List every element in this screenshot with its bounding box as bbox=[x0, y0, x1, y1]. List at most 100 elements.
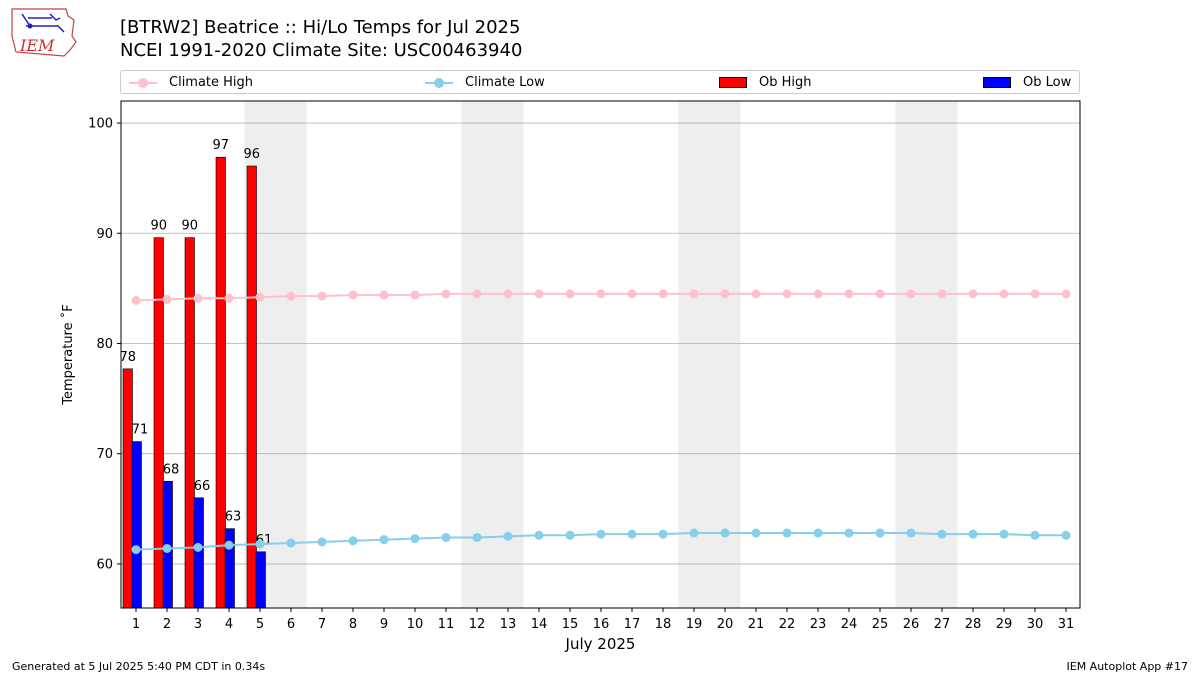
climate-high-point bbox=[162, 294, 172, 304]
climate-high-point bbox=[1061, 289, 1071, 299]
chart-title: [BTRW2] Beatrice :: Hi/Lo Temps for Jul … bbox=[120, 17, 521, 38]
ob-low-label: 61 bbox=[256, 533, 273, 548]
climate-high-point bbox=[906, 289, 916, 299]
climate-low-point bbox=[503, 531, 513, 541]
climate-low-point bbox=[627, 529, 637, 539]
climate-low-point bbox=[689, 528, 699, 538]
ob-high-label: 97 bbox=[212, 138, 229, 153]
ob-low-bar bbox=[162, 480, 173, 609]
climate-low-point bbox=[1030, 530, 1040, 540]
x-tick-label: 8 bbox=[349, 617, 357, 632]
climate-low-point bbox=[224, 540, 234, 550]
climate-high-point bbox=[317, 291, 327, 301]
climate-low-point bbox=[968, 529, 978, 539]
legend-label: Climate High bbox=[169, 75, 254, 90]
climate-high-point bbox=[441, 289, 451, 299]
x-tick-label: 28 bbox=[965, 617, 982, 632]
x-axis-label: July 2025 bbox=[565, 635, 636, 653]
ob-high-bar bbox=[122, 368, 133, 609]
ob-high-label: 90 bbox=[181, 219, 198, 234]
x-tick-label: 24 bbox=[841, 617, 858, 632]
weekend-shade bbox=[678, 101, 741, 608]
climate-high-point bbox=[472, 289, 482, 299]
climate-low-line bbox=[135, 532, 1066, 551]
climate-low-point bbox=[751, 528, 761, 538]
climate-high-point bbox=[534, 289, 544, 299]
climate-high-point bbox=[844, 289, 854, 299]
legend-marker-icon bbox=[434, 78, 444, 88]
climate-low-point bbox=[875, 528, 885, 538]
y-tick-label: 80 bbox=[96, 337, 113, 352]
ob-high-bar bbox=[246, 165, 257, 609]
climate-low-point bbox=[906, 528, 916, 538]
weekend-shade bbox=[461, 101, 524, 608]
climate-high-point bbox=[1030, 289, 1040, 299]
climate-high-point bbox=[782, 289, 792, 299]
y-axis-label: Temperature ˚F bbox=[60, 304, 76, 405]
x-tick-label: 1 bbox=[132, 617, 140, 632]
climate-high-point bbox=[503, 289, 513, 299]
weekend-shade bbox=[895, 101, 958, 608]
x-tick-label: 10 bbox=[407, 617, 424, 632]
climate-low-point bbox=[565, 530, 575, 540]
ob-low-bar bbox=[255, 551, 266, 609]
ob-high-bar bbox=[153, 237, 164, 609]
x-tick-label: 4 bbox=[225, 617, 233, 632]
x-tick-label: 27 bbox=[934, 617, 951, 632]
climate-high-point bbox=[658, 289, 668, 299]
legend-patch-icon bbox=[719, 77, 747, 88]
x-tick-label: 21 bbox=[748, 617, 765, 632]
x-tick-label: 7 bbox=[318, 617, 326, 632]
y-tick-label: 60 bbox=[96, 557, 113, 572]
climate-high-point bbox=[193, 293, 203, 303]
climate-low-point bbox=[937, 529, 947, 539]
legend-label: Ob High bbox=[759, 75, 812, 90]
climate-low-point bbox=[596, 529, 606, 539]
ob-low-label: 66 bbox=[194, 479, 211, 494]
climate-high-point bbox=[813, 289, 823, 299]
climate-low-point bbox=[441, 532, 451, 542]
climate-low-point bbox=[720, 528, 730, 538]
x-tick-label: 11 bbox=[438, 617, 455, 632]
x-tick-label: 22 bbox=[779, 617, 796, 632]
chart-subtitle: NCEI 1991-2020 Climate Site: USC00463940 bbox=[120, 40, 523, 61]
iem-logo: IEM bbox=[11, 8, 77, 57]
legend-label: Climate Low bbox=[465, 75, 545, 90]
weekend-shade bbox=[244, 101, 307, 608]
climate-high-point bbox=[379, 290, 389, 300]
climate-low-point bbox=[410, 534, 420, 544]
climate-low-point bbox=[658, 529, 668, 539]
climate-high-point bbox=[875, 289, 885, 299]
x-tick-label: 17 bbox=[624, 617, 641, 632]
climate-high-point bbox=[751, 289, 761, 299]
x-tick-label: 3 bbox=[194, 617, 202, 632]
climate-high-point bbox=[410, 290, 420, 300]
climate-high-point bbox=[999, 289, 1009, 299]
svg-text:IEM: IEM bbox=[19, 36, 55, 55]
x-tick-label: 18 bbox=[655, 617, 672, 632]
legend-patch-icon bbox=[983, 77, 1011, 88]
ob-low-label: 68 bbox=[163, 462, 180, 477]
app-credit: IEM Autoplot App #17 bbox=[1066, 660, 1189, 673]
ob-high-label: 78 bbox=[119, 350, 136, 365]
climate-high-point bbox=[968, 289, 978, 299]
x-tick-label: 30 bbox=[1027, 617, 1044, 632]
ob-low-bar bbox=[131, 441, 142, 609]
x-tick-label: 15 bbox=[562, 617, 579, 632]
climate-high-point bbox=[224, 293, 234, 303]
climate-high-point bbox=[720, 289, 730, 299]
climate-high-point bbox=[348, 290, 358, 300]
x-tick-label: 6 bbox=[287, 617, 295, 632]
climate-low-point bbox=[162, 543, 172, 553]
climate-high-point bbox=[627, 289, 637, 299]
climate-low-point bbox=[317, 537, 327, 547]
climate-low-point bbox=[348, 536, 358, 546]
climate-low-point bbox=[844, 528, 854, 538]
y-tick-label: 100 bbox=[88, 117, 113, 132]
climate-low-point bbox=[193, 542, 203, 552]
x-tick-label: 19 bbox=[686, 617, 703, 632]
climate-low-point bbox=[131, 545, 141, 555]
ob-low-label: 63 bbox=[225, 510, 242, 525]
climate-high-point bbox=[131, 295, 141, 305]
climate-low-point bbox=[255, 539, 265, 549]
